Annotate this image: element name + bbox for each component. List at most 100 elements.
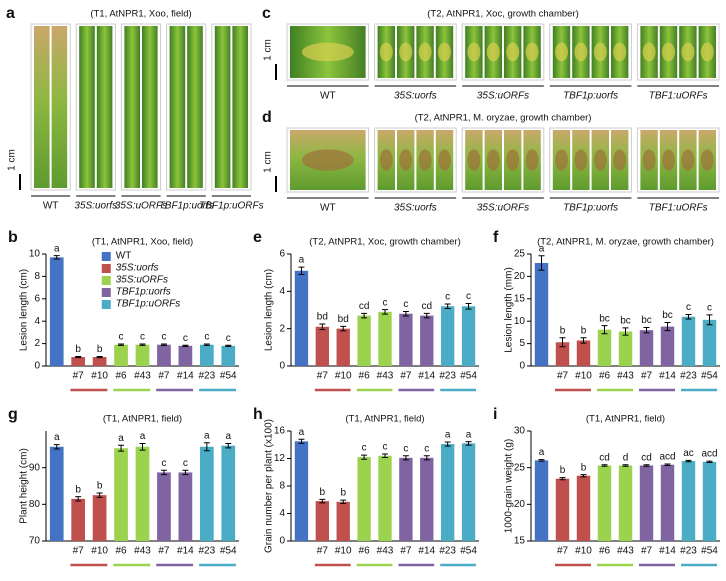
x-tick-label: #14: [418, 546, 435, 557]
legend-swatch: [101, 252, 111, 261]
error-bar: [182, 344, 189, 347]
panel-label: i: [493, 406, 497, 423]
legend-label: TBF1p:uORFs: [116, 299, 180, 310]
photo-caption: 35S:uorfs: [394, 91, 437, 102]
bar: [440, 306, 455, 366]
x-tick-label: #7: [158, 371, 170, 382]
significance-letter: c: [466, 291, 471, 302]
y-tick-label: 4: [279, 286, 285, 297]
y-tick-label: 2: [279, 323, 285, 334]
error-bar: [580, 474, 587, 478]
significance-letter: bc: [662, 310, 673, 321]
error-bar: [465, 441, 472, 446]
x-tick-label: #54: [220, 546, 237, 557]
bar: [555, 478, 570, 541]
error-bar: [203, 442, 210, 452]
bar: [399, 313, 413, 366]
bar: [660, 326, 675, 366]
lesion: [593, 42, 607, 62]
bar: [357, 315, 371, 366]
bar: [555, 342, 570, 366]
lesion: [525, 42, 539, 62]
x-tick-label: #6: [359, 371, 371, 382]
error-bar: [601, 464, 608, 467]
x-tick-label: #7: [73, 546, 85, 557]
bar: [315, 326, 330, 366]
leaf: [142, 26, 158, 188]
lesion: [700, 149, 714, 171]
x-tick-label: #23: [198, 371, 215, 382]
significance-letter: b: [97, 344, 103, 355]
photo-caption: TBF1p:uORFs: [199, 201, 263, 212]
lesion: [506, 149, 520, 171]
bar: [534, 262, 549, 366]
lesion: [574, 42, 588, 62]
bar: [534, 460, 549, 541]
legend-swatch: [101, 300, 111, 309]
error-bar: [319, 323, 326, 331]
bar: [49, 446, 64, 541]
x-tick-label: #23: [680, 371, 697, 382]
error-bar: [203, 343, 210, 346]
lesion: [525, 149, 539, 171]
significance-letter: c: [686, 302, 691, 313]
x-tick-label: #14: [659, 371, 676, 382]
x-tick-label: #6: [599, 371, 611, 382]
significance-letter: a: [118, 433, 124, 444]
panel-title: (T1, AtNPR1, Xoo, field): [90, 9, 191, 20]
lesion: [642, 149, 656, 171]
error-bar: [402, 455, 409, 461]
significance-letter: b: [340, 488, 346, 499]
significance-letter: c: [119, 332, 124, 343]
bar: [681, 461, 696, 541]
error-bar: [118, 343, 125, 346]
significance-letter: b: [97, 481, 103, 492]
lesion: [399, 149, 413, 171]
bar: [576, 340, 591, 366]
significance-letter: c: [161, 458, 166, 469]
bar: [49, 257, 64, 366]
x-tick-label: #54: [460, 371, 477, 382]
x-tick-label: #14: [659, 546, 676, 557]
scale-label: 1 cm: [263, 39, 274, 61]
photo-caption: 35S:uorfs: [74, 201, 117, 212]
photo-caption: 35S:uORFs: [477, 91, 529, 102]
x-tick-label: #6: [115, 546, 127, 557]
photo-caption: TBF1:uORFs: [649, 91, 708, 102]
chart-title: (T2, AtNPR1, Xoc, growth chamber): [309, 237, 461, 248]
y-tick-label: 4: [279, 508, 285, 519]
panel-label: c: [262, 5, 271, 22]
lesion: [642, 42, 656, 62]
bar: [157, 472, 171, 541]
bar: [639, 330, 654, 366]
lesion: [555, 149, 568, 171]
photo-caption: WT: [320, 91, 336, 102]
lesion: [662, 149, 675, 171]
y-tick-label: 6: [34, 293, 40, 304]
y-tick-label: 10: [514, 316, 526, 327]
error-bar: [423, 312, 430, 319]
lesion: [438, 149, 451, 171]
bar: [461, 443, 476, 541]
bar: [157, 344, 171, 366]
significance-letter: c: [362, 443, 367, 454]
x-tick-label: #7: [641, 371, 653, 382]
significance-letter: a: [204, 430, 210, 441]
error-bar: [465, 302, 472, 310]
x-tick-label: #23: [198, 546, 215, 557]
significance-letter: c: [403, 443, 408, 454]
lesion: [467, 149, 481, 171]
error-bar: [559, 337, 566, 348]
x-tick-label: #10: [575, 371, 592, 382]
y-axis-label: Lesion length (cm): [19, 269, 30, 351]
bar: [336, 501, 350, 541]
bar: [336, 328, 350, 366]
lesion: [700, 42, 714, 62]
error-bar: [538, 459, 545, 462]
x-tick-label: #6: [359, 546, 371, 557]
y-tick-label: 25: [514, 249, 526, 260]
lesion: [681, 149, 695, 171]
error-bar: [75, 355, 82, 359]
x-tick-label: #10: [335, 371, 352, 382]
photo-caption: WT: [43, 201, 59, 212]
